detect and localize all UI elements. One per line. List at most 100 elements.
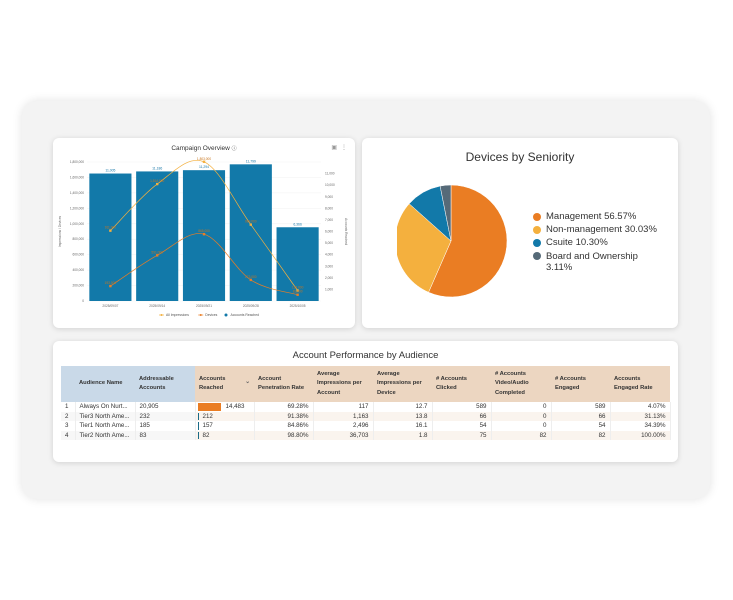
legend-label: All Impressions (166, 313, 189, 317)
legend-item[interactable]: Management 56.57% (533, 211, 657, 222)
reach-value: 212 (202, 412, 213, 420)
cell-video-completed: 82 (491, 430, 552, 440)
cell-addressable: 83 (135, 430, 196, 440)
bar-data-label: 11,005 (105, 169, 115, 173)
chevron-down-icon[interactable]: ⌄ (245, 378, 250, 385)
left-tick-label: 600,000 (72, 253, 84, 257)
point-data-label: 273,000 (245, 275, 257, 279)
table-row[interactable]: 4 Tier2 North Ame... 83 82 98.80% 36,703 1.8 75… (61, 430, 671, 440)
cell-addressable: 20,905 (135, 402, 196, 412)
bar-accounts-reached (89, 173, 132, 301)
line-point (202, 233, 206, 236)
line-point (296, 289, 299, 292)
header-accounts-clicked[interactable]: # Accounts Clicked (432, 366, 491, 402)
point-data-label: 989,000 (245, 220, 257, 224)
info-icon[interactable]: ⓘ (231, 146, 237, 152)
table-row[interactable]: 1 Always On Nurt... 20,905 14,483 69.28% 117 1… (61, 402, 671, 412)
right-axis-label: Accounts Reached (344, 218, 348, 245)
legend-dot-icon (533, 225, 541, 234)
line-point (109, 284, 112, 288)
cell-avg-imp-device: 16.1 (373, 421, 433, 431)
line-point (249, 223, 252, 226)
cell-accounts-engaged: 82 (551, 430, 611, 440)
cell-accounts-reached: 14,483 (195, 402, 255, 412)
cell-avg-imp-device: 13.8 (373, 411, 433, 421)
cell-accounts-clicked: 589 (432, 402, 492, 412)
x-tick-label: 2025/09/28 (243, 304, 259, 308)
bar-accounts-reached (229, 164, 272, 301)
header-avg-impressions-account[interactable]: Average Impressions per Account (313, 366, 373, 402)
header-avg-impressions-device[interactable]: Average Impressions per Device (373, 366, 432, 402)
cell-audience-name: Always On Nurt... (75, 402, 136, 412)
right-tick-label: 5,000 (325, 241, 333, 245)
pie-slice-non-management (397, 203, 452, 293)
header-accounts-engaged[interactable]: # Accounts Engaged (551, 366, 610, 402)
cell-index: 1 (61, 402, 76, 412)
reach-bar (197, 412, 199, 420)
legend-item[interactable]: Board and Ownership 3.11% (533, 251, 657, 273)
header-audience-name[interactable]: Audience Name (75, 366, 135, 402)
cell-accounts-clicked: 66 (432, 411, 492, 421)
header-accounts-reached[interactable]: ⌄ Accounts Reached (195, 366, 254, 402)
legend-marker-icon (160, 314, 163, 316)
left-tick-label: 1,200,000 (70, 206, 84, 210)
right-tick-label: 9,000 (325, 195, 333, 199)
right-tick-label: 11,000 (325, 172, 335, 176)
cell-video-completed: 0 (491, 421, 552, 431)
reach-value: 14,483 (225, 403, 245, 411)
point-data-label: 865,000 (198, 229, 210, 233)
x-tick-label: 2025/10/05 (290, 304, 306, 308)
header-engaged-rate[interactable]: Accounts Engaged Rate (610, 366, 670, 402)
bar-accounts-reached (136, 171, 179, 301)
pie-slice-board-and-ownership (439, 184, 452, 242)
reach-bar (197, 431, 199, 439)
x-tick-label: 2025/09/14 (149, 304, 165, 308)
table-row[interactable]: 2 Tier3 North Ame... 232 212 91.38% 1,163 13.8… (61, 411, 671, 421)
cell-addressable: 232 (135, 411, 196, 421)
cell-accounts-engaged: 54 (551, 421, 611, 431)
x-tick-label: 2025/09/21 (196, 304, 212, 308)
seniority-pie (397, 184, 508, 298)
legend-marker-icon (199, 314, 202, 316)
left-tick-label: 400,000 (72, 268, 84, 272)
seniority-legend: Management 56.57% Non-management 30.03% Cs… (533, 211, 657, 275)
cell-audience-name: Tier1 North Ame... (75, 421, 136, 431)
cell-accounts-clicked: 75 (432, 430, 492, 440)
cell-avg-imp-account: 117 (313, 402, 374, 412)
header-video-completed[interactable]: # Accounts Video/Audio Completed (491, 366, 551, 402)
right-tick-label: 1,000 (325, 287, 333, 291)
more-vert-icon[interactable]: ⋮ (341, 145, 347, 151)
point-data-label: 136,000 (292, 285, 304, 289)
header-accounts-reached-label: Accounts Reached (199, 375, 226, 392)
legend-item[interactable]: Csuite 10.30% (533, 237, 657, 248)
cell-index: 4 (61, 430, 76, 440)
cell-video-completed: 0 (491, 402, 552, 412)
campaign-chart: 0 200,000 400,000 600,000 800,000 1,000,000 1,… (58, 157, 348, 317)
left-axis-label: Impressions / Devices (58, 216, 62, 248)
point-data-label: 81,000 (293, 290, 303, 294)
line-point (109, 229, 112, 232)
line-point (296, 293, 299, 296)
point-data-label: 591,000 (151, 250, 163, 254)
table-row[interactable]: 3 Tier1 North Ame... 185 157 84.86% 2,496 16.1… (61, 421, 671, 431)
cell-accounts-reached: 82 (195, 430, 255, 440)
cell-penetration-rate: 98.80% (254, 430, 314, 440)
filter-icon[interactable]: ▣ (331, 145, 337, 151)
right-tick-label: 2,000 (325, 276, 333, 280)
cell-avg-imp-device: 1.8 (373, 430, 433, 440)
right-tick-label: 6,000 (325, 230, 333, 234)
cell-avg-imp-account: 1,163 (313, 411, 374, 421)
point-data-label: 193,000 (105, 281, 117, 285)
right-tick-label: 4,000 (325, 253, 333, 257)
legend-item[interactable]: Non-management 30.03% (533, 224, 657, 235)
header-addressable-accounts[interactable]: Addressable Accounts (135, 366, 195, 402)
cell-accounts-engaged: 66 (551, 411, 611, 421)
bar-data-label: 11,799 (246, 159, 256, 163)
line-point (156, 182, 159, 186)
point-data-label: 911,000 (105, 226, 117, 230)
audience-table: Audience Name Addressable Accounts ⌄ Acco… (61, 366, 671, 440)
table-header-row: Audience Name Addressable Accounts ⌄ Acco… (61, 366, 670, 402)
legend-dot-icon (533, 252, 541, 261)
audience-table-card: Account Performance by Audience Audience… (53, 341, 678, 462)
header-penetration-rate[interactable]: Account Penetration Rate (254, 366, 313, 402)
